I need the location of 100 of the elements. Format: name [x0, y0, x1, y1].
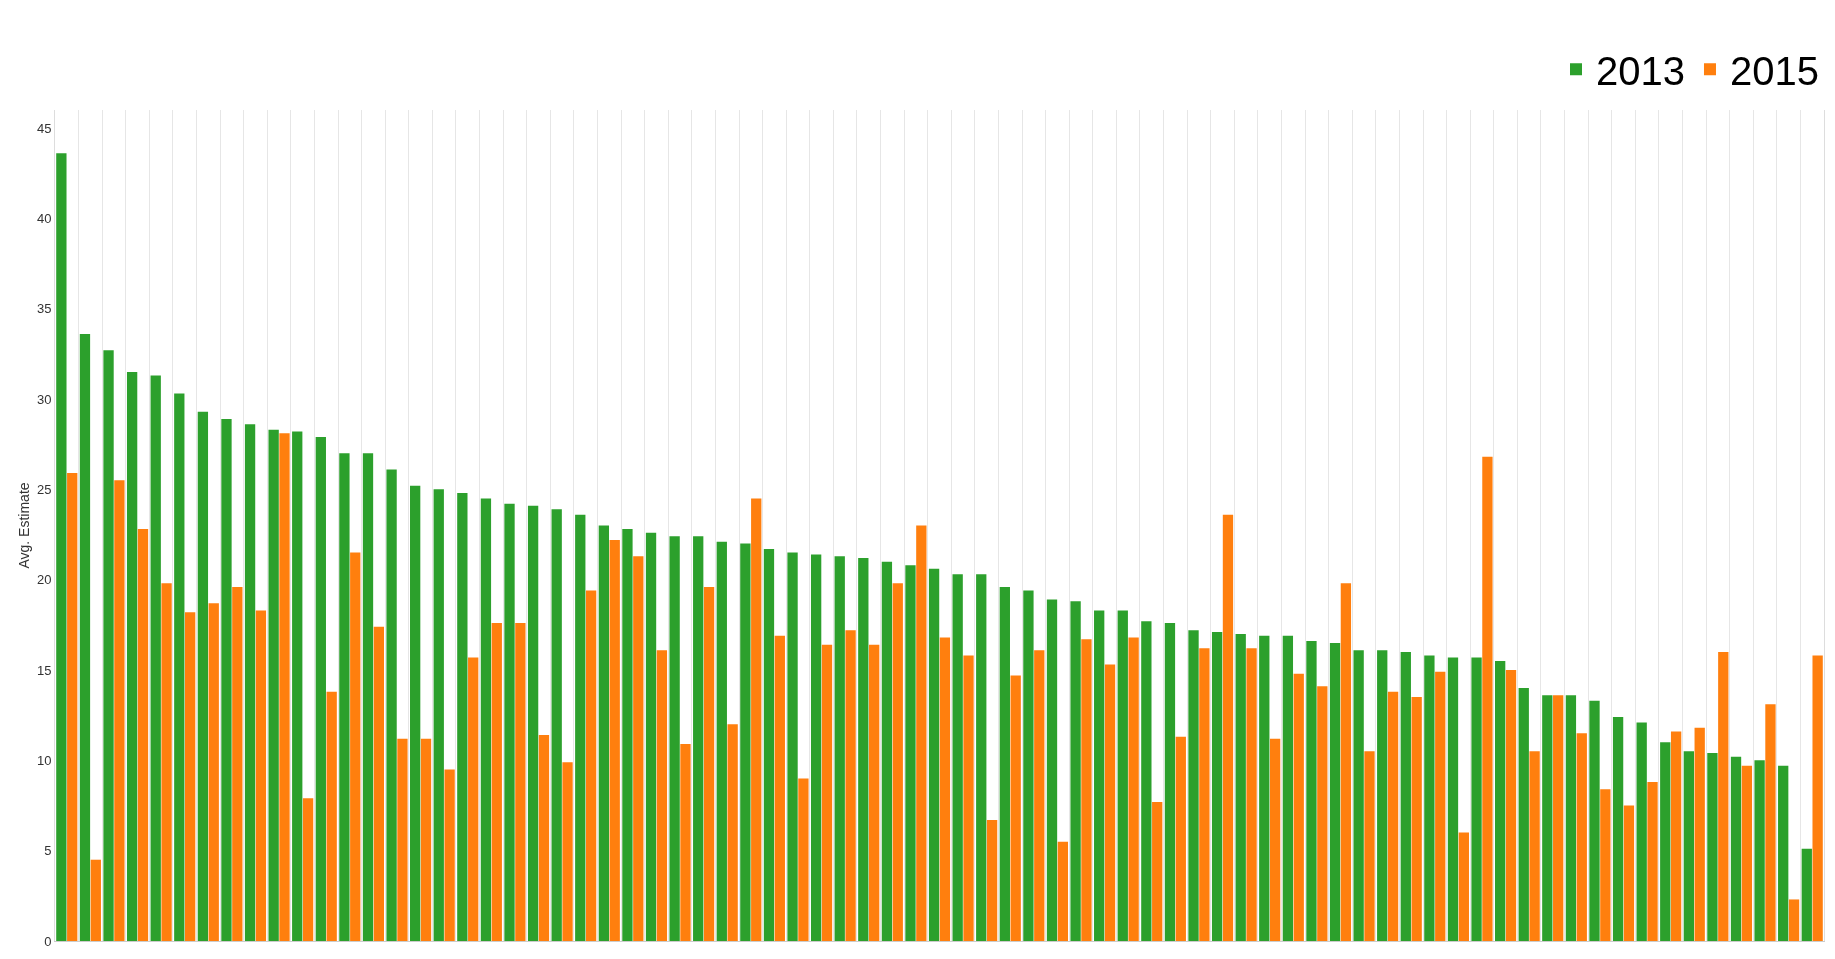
- bar: [527, 505, 539, 941]
- bar: [221, 418, 232, 941]
- bar: [952, 574, 963, 941]
- bar: [1282, 635, 1294, 941]
- bar: [716, 541, 727, 941]
- bar: [1458, 832, 1469, 941]
- bar: [161, 583, 172, 941]
- bar: [1306, 641, 1317, 941]
- bar: [150, 375, 161, 941]
- bar: [457, 492, 468, 941]
- bar: [268, 429, 279, 941]
- bar: [302, 798, 314, 941]
- bar: [1222, 514, 1234, 941]
- bar: [869, 644, 880, 941]
- bar: [905, 565, 916, 941]
- bar: [350, 552, 361, 941]
- y-tick-label: 25: [36, 481, 52, 497]
- bar: [255, 610, 267, 941]
- bar: [1259, 635, 1270, 941]
- bar: [881, 561, 893, 941]
- bar: [1411, 697, 1422, 941]
- bar: [1576, 733, 1587, 941]
- bar: [1471, 657, 1482, 941]
- bar: [1141, 621, 1152, 941]
- bar: [821, 644, 833, 941]
- bar: [680, 744, 691, 941]
- bar: [315, 436, 326, 941]
- bar: [1329, 642, 1341, 941]
- bar: [197, 411, 209, 941]
- bar: [598, 525, 610, 941]
- bar: [1495, 660, 1506, 941]
- bar: [1340, 583, 1352, 941]
- y-tick-label: 10: [36, 752, 52, 768]
- y-tick-label: 0: [44, 933, 52, 949]
- bar: [1128, 637, 1139, 941]
- bar: [551, 509, 562, 941]
- legend-label: 2013: [1596, 48, 1685, 93]
- bar: [1482, 456, 1493, 941]
- bar: [1707, 753, 1718, 941]
- bar: [787, 552, 798, 941]
- bar: [1801, 848, 1812, 941]
- bar: [185, 612, 196, 941]
- bar: [538, 735, 550, 941]
- bar: [1117, 610, 1128, 941]
- y-tick-label: 40: [36, 210, 52, 226]
- bar: [928, 568, 940, 941]
- bar: [1553, 695, 1564, 941]
- y-tick-label: 45: [36, 120, 52, 136]
- bar: [1164, 623, 1176, 941]
- bar: [1023, 590, 1034, 941]
- bar: [1175, 736, 1186, 941]
- bar: [326, 691, 337, 941]
- bar: [1010, 675, 1021, 941]
- bar: [1364, 751, 1375, 941]
- bar: [1623, 805, 1635, 941]
- bar: [114, 480, 125, 941]
- bar: [834, 556, 845, 941]
- bar: [1647, 782, 1658, 941]
- bar: [1788, 899, 1800, 941]
- bar: [67, 473, 78, 941]
- bar: [633, 556, 644, 941]
- bar: [410, 485, 421, 941]
- bar: [1612, 716, 1624, 941]
- bar: [963, 655, 974, 941]
- bar: [90, 859, 101, 941]
- bar: [373, 626, 384, 941]
- bar: [504, 503, 515, 941]
- bar: [386, 469, 397, 941]
- bar: [1070, 601, 1081, 941]
- bar: [999, 586, 1010, 941]
- bar: [491, 623, 502, 941]
- bar: [1754, 760, 1765, 941]
- bar: [1694, 727, 1705, 941]
- bar: [1269, 738, 1281, 941]
- bar: [1778, 765, 1789, 941]
- bar: [575, 514, 586, 941]
- bar: [1199, 648, 1210, 941]
- bar: [103, 350, 114, 941]
- y-tick-label: 35: [36, 301, 52, 317]
- bar: [1765, 704, 1776, 941]
- bar: [751, 498, 762, 941]
- bar: [562, 762, 573, 941]
- bar: [1812, 655, 1823, 941]
- bar: [740, 543, 751, 941]
- bar: [480, 498, 492, 941]
- bar: [1293, 673, 1304, 941]
- bar: [1505, 670, 1517, 941]
- bar: [362, 453, 374, 941]
- bar: [232, 586, 243, 941]
- bar: [1057, 841, 1069, 941]
- bar: [433, 489, 444, 941]
- bar: [585, 590, 597, 941]
- y-tick-label: 5: [44, 843, 52, 859]
- bar: [1542, 695, 1553, 941]
- bar: [1046, 599, 1058, 941]
- bar: [244, 424, 256, 941]
- bar: [420, 738, 432, 941]
- bar: [126, 371, 138, 941]
- bar: [774, 635, 785, 941]
- bar: [703, 586, 715, 941]
